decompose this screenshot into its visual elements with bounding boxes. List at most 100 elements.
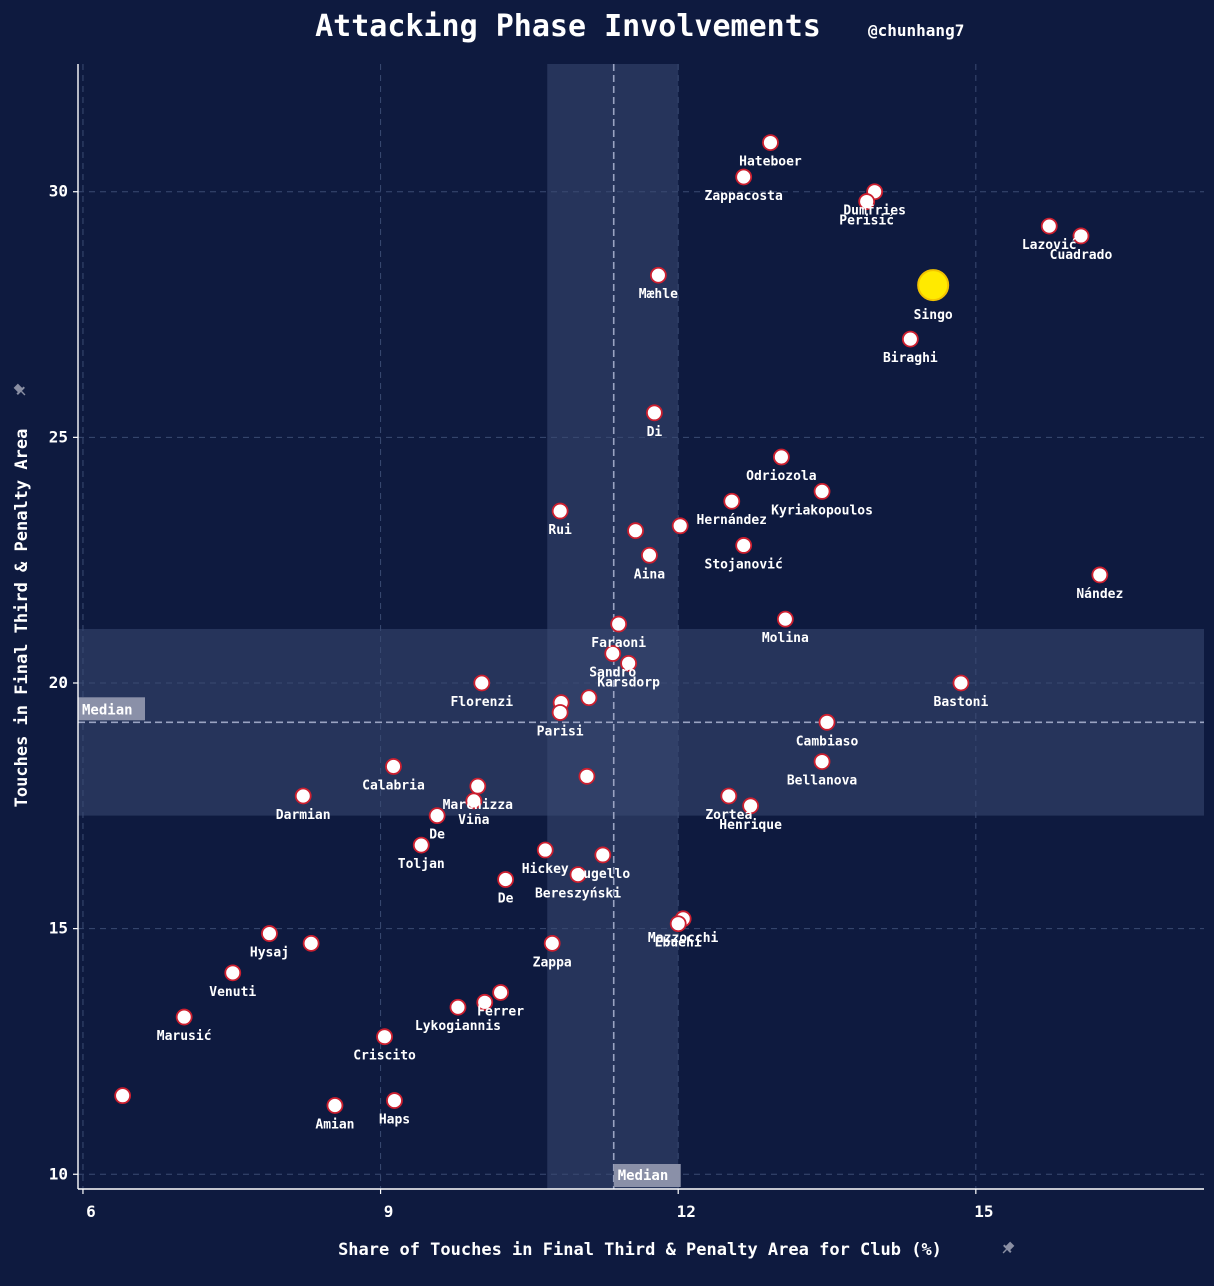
point-label: Zortea <box>705 808 752 823</box>
point-label: Zappa <box>533 955 572 970</box>
point-label: Di <box>647 425 663 440</box>
data-point <box>813 483 831 500</box>
point-label: Rui <box>548 523 572 538</box>
data-point <box>649 266 667 284</box>
point-label: Mazzocchi <box>648 931 719 946</box>
point-label: Ferrer <box>477 1004 524 1019</box>
median-y-tag <box>78 697 145 721</box>
data-point <box>580 689 598 707</box>
x-tick-label: 15 <box>974 1202 993 1221</box>
point-label: Hickey <box>522 862 569 877</box>
point-label: Cambiaso <box>796 734 859 749</box>
data-point <box>551 502 569 520</box>
point-label: Venuti <box>209 985 256 1000</box>
pin-icon <box>1002 1241 1015 1254</box>
data-point <box>449 998 467 1016</box>
data-point <box>1091 566 1109 584</box>
data-point <box>175 1008 193 1026</box>
point-label: Darmian <box>276 808 331 823</box>
data-point <box>326 1097 344 1114</box>
point-label: Mæhle <box>639 287 678 302</box>
data-point <box>1040 217 1058 235</box>
data-point <box>294 787 312 805</box>
point-label: Hernández <box>697 513 767 528</box>
data-point <box>1072 227 1090 245</box>
data-point <box>742 797 760 815</box>
point-label: Aina <box>634 567 665 582</box>
data-point <box>720 787 738 805</box>
point-label: Stojanović <box>705 557 783 572</box>
point-label: Henrique <box>719 818 782 833</box>
point-label: Marusić <box>157 1029 212 1044</box>
point-label: Molina <box>762 631 809 646</box>
point-label: Singo <box>914 308 953 323</box>
chart-subtitle: @chunhang7 <box>868 21 964 40</box>
point-label: Hysaj <box>250 946 289 961</box>
data-point <box>645 404 663 422</box>
data-point <box>813 753 831 770</box>
data-point <box>386 1092 403 1109</box>
point-label: Lykogiannis <box>415 1019 501 1034</box>
point-label: Faraoni <box>591 636 646 651</box>
data-point <box>762 134 779 152</box>
data-point <box>952 674 970 692</box>
data-point <box>620 654 637 672</box>
point-label: De <box>498 892 514 907</box>
data-point <box>641 546 658 564</box>
data-point <box>610 615 628 633</box>
data-points <box>114 134 1109 1114</box>
axes: 6 9 12 15 10 15 20 25 30 <box>49 64 1204 1221</box>
data-point <box>858 193 876 210</box>
point-label: Augello <box>575 867 630 882</box>
x-tick-label: 9 <box>384 1202 394 1221</box>
point-label: Perisić <box>839 214 894 229</box>
point-label: Marchizza <box>443 798 514 813</box>
x-tick-label: 6 <box>86 1202 96 1221</box>
highlight-point <box>917 269 950 302</box>
data-point <box>594 846 612 864</box>
point-label: Bellanova <box>787 774 858 789</box>
median-x-label: Median <box>618 1168 669 1184</box>
data-point <box>476 993 494 1011</box>
data-point <box>114 1087 132 1105</box>
data-point <box>723 492 741 510</box>
point-label: Viña <box>458 813 489 828</box>
data-point <box>385 758 402 775</box>
point-label: Ebuehi <box>655 936 702 951</box>
data-point <box>497 871 514 888</box>
pin-icon <box>13 383 26 396</box>
data-point <box>302 934 320 952</box>
point-label: De <box>429 828 445 843</box>
point-label: Parisi <box>537 724 584 739</box>
point-label: Sandro <box>589 666 636 681</box>
data-point <box>735 168 753 186</box>
y-tick-label: 20 <box>49 673 68 692</box>
data-point <box>492 984 510 1001</box>
median-lines: Median Median <box>78 64 1204 1189</box>
data-point <box>543 934 561 952</box>
x-axis-label: Share of Touches in Final Third & Penalt… <box>338 1240 942 1260</box>
point-label: Lazović <box>1022 238 1077 253</box>
data-point <box>671 517 689 535</box>
point-label: Karsdorp <box>597 675 660 690</box>
point-label: Hateboer <box>739 155 802 170</box>
data-point <box>412 836 430 854</box>
data-point <box>772 448 790 466</box>
point-label: Bastoni <box>934 695 989 710</box>
point-label: Bereszyński <box>535 887 621 902</box>
data-point <box>473 674 491 692</box>
data-point <box>428 807 446 825</box>
point-label: Kyriakopoulos <box>771 503 873 518</box>
data-point <box>901 330 919 348</box>
data-point <box>261 925 278 942</box>
x-tick-label: 12 <box>677 1202 696 1221</box>
data-point <box>776 610 794 628</box>
data-point <box>604 645 622 662</box>
data-point <box>536 841 554 859</box>
data-point <box>551 704 569 721</box>
point-label: Nández <box>1076 587 1123 602</box>
point-label: Zappacosta <box>705 189 783 204</box>
data-point <box>669 915 687 933</box>
point-label: Toljan <box>398 857 445 872</box>
